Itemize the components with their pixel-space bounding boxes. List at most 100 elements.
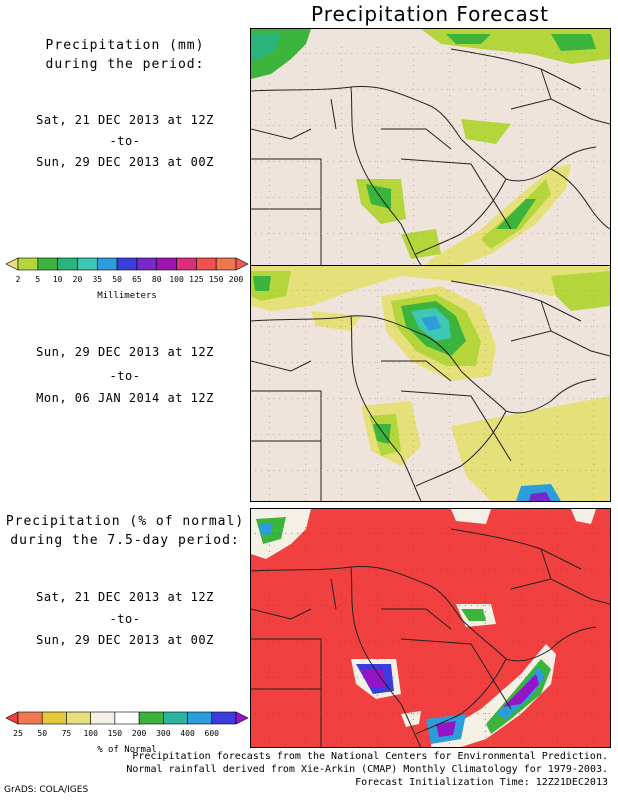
grid-dot — [531, 533, 532, 534]
grid-dot — [485, 701, 486, 702]
grid-dot — [557, 635, 558, 636]
grid-dot — [363, 398, 364, 399]
grid-dot — [341, 416, 342, 417]
grid-dot — [309, 533, 310, 534]
grid-dot — [305, 539, 306, 540]
grid-dot — [573, 398, 574, 399]
grid-dot — [521, 476, 522, 477]
grid-dot — [567, 362, 568, 363]
grid-dot — [255, 125, 256, 126]
grid-dot — [413, 539, 414, 540]
grid-dot — [255, 641, 256, 642]
grid-dot — [485, 263, 486, 264]
grid-dot — [485, 53, 486, 54]
grid-dot — [405, 605, 406, 606]
grid-dot — [305, 167, 306, 168]
grid-dot — [519, 434, 520, 435]
grid-dot — [557, 743, 558, 744]
grid-dot — [459, 362, 460, 363]
grid-dot — [449, 185, 450, 186]
grid-dot — [593, 659, 594, 660]
grid-dot — [557, 404, 558, 405]
grid-dot — [485, 233, 486, 234]
grid-dot — [597, 641, 598, 642]
grid-dot — [339, 233, 340, 234]
grid-dot — [495, 434, 496, 435]
grid-dot — [521, 545, 522, 546]
grid-dot — [513, 470, 514, 471]
grid-dot — [269, 410, 270, 411]
grid-dot — [449, 713, 450, 714]
grid-dot — [341, 209, 342, 210]
grid-dot — [341, 575, 342, 576]
grid-dot — [413, 320, 414, 321]
grid-dot — [519, 197, 520, 198]
grid-dot — [557, 683, 558, 684]
grid-dot — [429, 434, 430, 435]
grid-dot — [567, 713, 568, 714]
grid-dot — [557, 440, 558, 441]
grid-dot — [377, 707, 378, 708]
grid-dot — [413, 533, 414, 534]
grid-dot — [269, 77, 270, 78]
grid-dot — [449, 557, 450, 558]
grid-dot — [413, 563, 414, 564]
grid-dot — [269, 332, 270, 333]
grid-dot — [261, 470, 262, 471]
grid-dot — [305, 245, 306, 246]
grid-dot — [557, 476, 558, 477]
grid-dot — [525, 326, 526, 327]
grid-dot — [369, 161, 370, 162]
grid-dot — [591, 290, 592, 291]
grid-dot — [375, 605, 376, 606]
grid-dot — [555, 362, 556, 363]
grid-dot — [453, 197, 454, 198]
grid-dot — [377, 191, 378, 192]
grid-dot — [305, 215, 306, 216]
grid-dot — [399, 53, 400, 54]
grid-dot — [341, 197, 342, 198]
grid-dot — [593, 593, 594, 594]
grid-dot — [597, 434, 598, 435]
grid-dot — [449, 617, 450, 618]
grid-dot — [521, 203, 522, 204]
colorbar-percent-swatch — [187, 711, 213, 725]
grid-dot — [375, 326, 376, 327]
grid-dot — [305, 653, 306, 654]
grid-dot — [327, 569, 328, 570]
grid-dot — [305, 239, 306, 240]
grid-dot — [387, 53, 388, 54]
grid-dot — [483, 533, 484, 534]
grid-dot — [555, 53, 556, 54]
grid-dot — [423, 677, 424, 678]
grid-dot — [305, 107, 306, 108]
grid-dot — [413, 671, 414, 672]
grid-dot — [471, 713, 472, 714]
grid-dot — [609, 161, 610, 162]
grid-dot — [413, 677, 414, 678]
grid-dot — [609, 326, 610, 327]
grid-dot — [449, 677, 450, 678]
grid-dot — [269, 623, 270, 624]
grid-dot — [279, 53, 280, 54]
grid-dot — [279, 161, 280, 162]
grid-dot — [471, 233, 472, 234]
grid-dot — [459, 290, 460, 291]
grid-dot — [593, 221, 594, 222]
grid-dot — [435, 233, 436, 234]
page-title: Precipitation Forecast — [311, 2, 549, 26]
grid-dot — [477, 533, 478, 534]
grid-dot — [593, 290, 594, 291]
grid-dot — [423, 161, 424, 162]
grid-dot — [591, 89, 592, 90]
grid-dot — [465, 290, 466, 291]
grid-dot — [447, 362, 448, 363]
grid-dot — [315, 605, 316, 606]
grid-dot — [413, 227, 414, 228]
colorbar-mm-tick-label: 20 — [73, 275, 83, 284]
grid-dot — [585, 125, 586, 126]
grid-dot — [267, 569, 268, 570]
colorbar-mm-swatch — [5, 257, 19, 271]
grid-dot — [341, 470, 342, 471]
grid-dot — [399, 533, 400, 534]
